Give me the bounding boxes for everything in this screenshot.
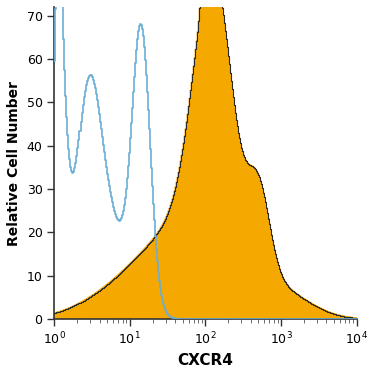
X-axis label: CXCR4: CXCR4 (177, 353, 233, 368)
Y-axis label: Relative Cell Number: Relative Cell Number (7, 81, 21, 246)
